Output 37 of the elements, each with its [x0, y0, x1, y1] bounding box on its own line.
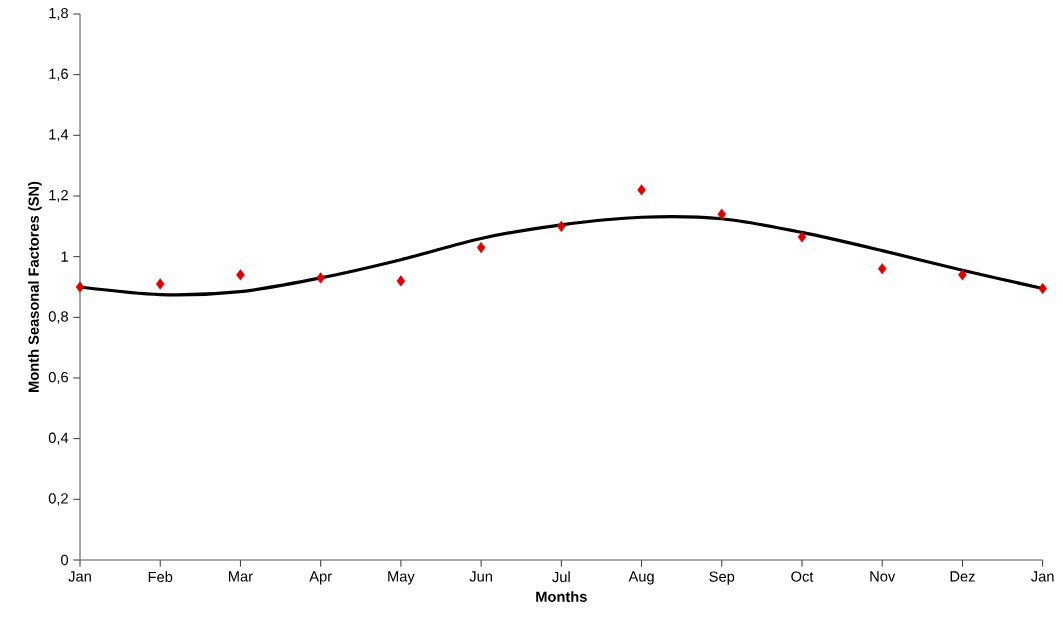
- point: [316, 272, 325, 284]
- x-tick-label: Mar: [229, 571, 253, 582]
- y-tick-label: 1,6: [49, 68, 68, 81]
- y-tick-label: 1: [61, 251, 68, 262]
- x-tick-label: Jan: [1031, 571, 1054, 582]
- x-tick-label: Feb: [148, 571, 173, 583]
- y-tick-label: 0,4: [48, 432, 69, 445]
- point: [877, 263, 887, 275]
- x-tick-label: Jul: [552, 571, 570, 583]
- y-tick-label: 1,4: [49, 129, 69, 142]
- x-tick-label: Jun: [469, 571, 492, 582]
- point: [797, 231, 807, 243]
- point: [958, 269, 967, 281]
- y-tick-label: 1,8: [49, 7, 68, 21]
- x-axis-title: Months: [536, 591, 587, 602]
- x-tick-label: Aug: [628, 571, 654, 585]
- point: [557, 220, 566, 232]
- x-tick-label: May: [388, 571, 415, 585]
- x-tick-label: Nov: [870, 571, 896, 582]
- y-tick-label: 0: [61, 554, 69, 566]
- y-tick-label: 0,2: [48, 493, 68, 506]
- y-tick-label: 0,8: [48, 311, 68, 324]
- x-tick-label: Oct: [791, 571, 814, 582]
- point: [75, 281, 85, 293]
- point: [236, 269, 245, 281]
- x-tick-label: Apr: [309, 571, 332, 585]
- point: [396, 275, 406, 287]
- point: [476, 241, 486, 254]
- point: [637, 184, 646, 196]
- x-tick-label: Jan: [68, 571, 91, 582]
- x-tick-label: Dez: [950, 571, 975, 582]
- y-tick-label: 0,6: [48, 371, 68, 385]
- y-axis-title: Month Seasonal Factores (SN): [28, 181, 42, 392]
- x-tick-label: Sep: [709, 571, 735, 585]
- point: [717, 208, 727, 220]
- y-tick-label: 1,2: [49, 189, 68, 203]
- point: [155, 278, 165, 290]
